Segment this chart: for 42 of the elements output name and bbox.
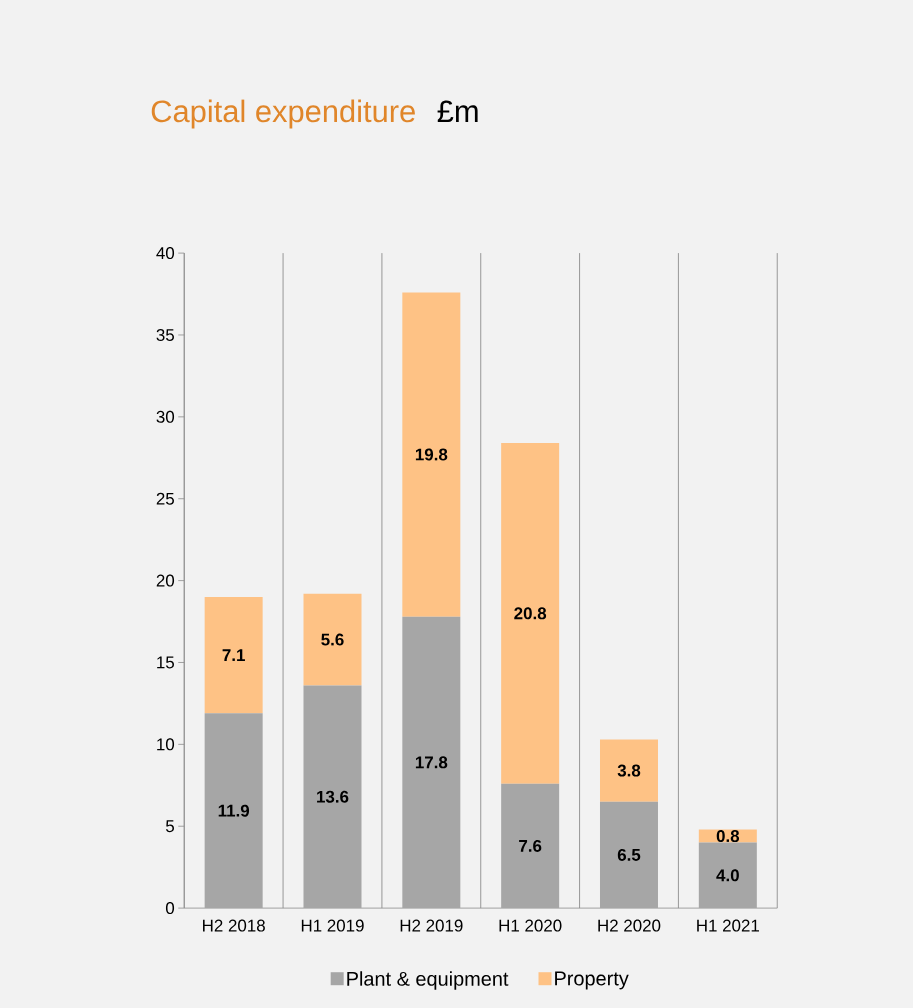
legend-label: Plant & equipment: [347, 971, 509, 990]
bar: [204, 713, 263, 909]
chart-subtitle: £m: [437, 100, 478, 122]
y-tick-label: 25: [156, 492, 174, 505]
x-tick-label: H2 2018: [203, 919, 265, 932]
x-tick-label: H1 2019: [301, 919, 364, 932]
data-label: 4.0: [716, 869, 739, 882]
data-label: 13.6: [317, 790, 349, 803]
data-label: 0.8: [716, 830, 740, 843]
bar: [402, 292, 461, 617]
data-label: 7.6: [519, 839, 542, 852]
data-label: 20.8: [514, 607, 547, 620]
y-tick-label: 5: [165, 820, 175, 833]
data-label: 7.1: [222, 649, 245, 661]
y-tick-label: 35: [156, 328, 174, 341]
data-label: 19.8: [415, 448, 448, 461]
bar: [204, 596, 263, 714]
y-tick-label: 15: [157, 656, 174, 669]
data-label: 5.6: [321, 633, 344, 646]
x-tick-label: H2 2020: [598, 919, 661, 932]
y-tick-label: 20: [156, 574, 175, 587]
x-tick-label: H2 2019: [400, 919, 463, 932]
data-label: 11.9: [218, 804, 250, 817]
y-tick-label: 10: [157, 738, 175, 751]
bar: [599, 739, 658, 802]
x-tick-label: H1 2020: [499, 919, 562, 932]
bar: [698, 842, 757, 909]
data-label: 3.8: [617, 764, 641, 777]
y-tick-label: 40: [156, 247, 175, 260]
bar: [402, 616, 461, 909]
bar: [501, 783, 560, 909]
legend-label: Property: [555, 971, 629, 990]
y-tick-label: 0: [165, 902, 175, 915]
bar: [501, 443, 560, 784]
x-tick-label: H1 2021: [697, 919, 759, 932]
y-tick-label: 30: [156, 410, 175, 423]
bar: [599, 801, 658, 909]
data-label: 6.5: [617, 848, 641, 861]
bar: [303, 685, 362, 909]
bar: [303, 593, 362, 686]
chart-title: Capital expenditure: [151, 99, 415, 129]
data-label: 17.8: [415, 756, 448, 769]
